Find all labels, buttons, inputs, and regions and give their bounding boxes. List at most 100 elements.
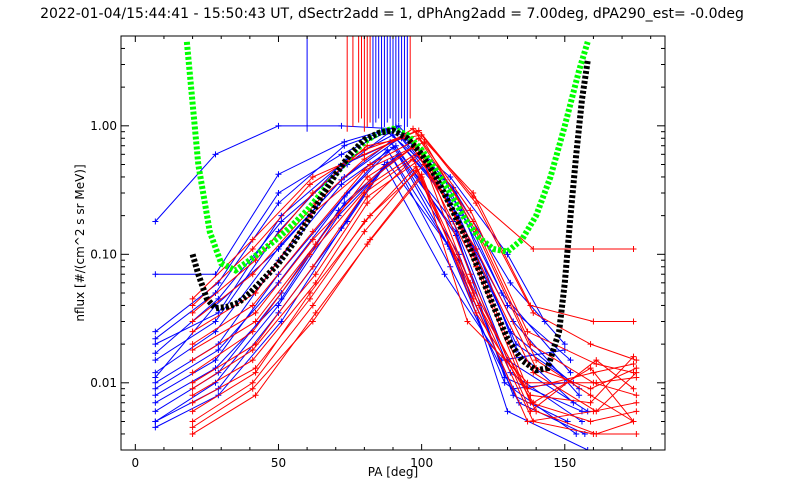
data-series: [189, 163, 640, 425]
data-point-marker: [309, 318, 316, 325]
data-point-marker: [578, 418, 585, 425]
data-point-marker: [152, 424, 159, 431]
data-point-marker: [593, 379, 600, 386]
x-tick-label: 150: [553, 456, 576, 470]
data-point-marker: [152, 357, 159, 364]
green-fit-curve: [183, 41, 591, 274]
data-point-marker: [590, 430, 597, 437]
y-tick-label: 1.00: [90, 119, 117, 133]
data-point-marker: [587, 392, 594, 399]
data-point-marker: [587, 341, 594, 348]
data-point-marker: [309, 302, 316, 309]
data-point-marker: [421, 138, 428, 145]
data-point-marker: [312, 309, 319, 316]
data-point-marker: [278, 218, 285, 225]
data-point-marker: [418, 171, 425, 178]
data-point-marker: [590, 369, 597, 376]
data-point-marker: [252, 392, 259, 399]
data-point-marker: [587, 418, 594, 425]
data-point-marker: [470, 193, 477, 200]
y-axis-label: nflux [#/(cm^2 s sr MeV)]: [73, 164, 87, 321]
data-point-marker: [367, 236, 374, 243]
data-point-marker: [573, 430, 580, 437]
data-point-marker: [390, 144, 396, 151]
data-point-marker: [189, 385, 196, 392]
data-point-marker: [249, 236, 256, 243]
data-point-marker: [410, 156, 417, 163]
data-point-marker: [361, 146, 368, 153]
data-point-marker: [361, 167, 368, 174]
data-point-marker: [441, 271, 448, 278]
data-point-marker: [309, 173, 316, 180]
data-point-marker: [524, 418, 531, 425]
black-fit-curve: [189, 60, 591, 374]
fit-layer: [183, 41, 591, 374]
data-point-marker: [587, 399, 594, 406]
data-point-marker: [212, 318, 219, 325]
x-tick-label: 100: [410, 456, 433, 470]
data-point-marker: [275, 171, 282, 178]
data-point-marker: [367, 161, 374, 168]
data-point-marker: [630, 361, 637, 368]
data-point-marker: [189, 392, 196, 399]
data-point-marker: [309, 236, 316, 243]
y-tick-label: 0.10: [90, 247, 117, 261]
data-point-marker: [530, 399, 537, 406]
data-point-marker: [215, 347, 222, 354]
y-tick-label: 0.01: [90, 376, 117, 390]
data-point-marker: [278, 295, 285, 302]
data-point-marker: [364, 200, 371, 207]
data-series: [189, 167, 637, 425]
data-point-marker: [189, 318, 196, 325]
data-point-marker: [275, 302, 282, 309]
series-line: [155, 161, 588, 450]
data-point-marker: [415, 127, 422, 134]
data-point-marker: [475, 302, 482, 309]
data-point-marker: [590, 318, 597, 325]
data-point-marker: [504, 408, 511, 415]
data-point-marker: [464, 318, 471, 325]
data-point-marker: [410, 125, 417, 132]
data-point-marker: [418, 131, 425, 138]
data-point-marker: [467, 271, 474, 278]
data-point-marker: [447, 173, 454, 180]
data-point-marker: [212, 357, 219, 364]
data-point-marker: [252, 309, 259, 316]
data-point-marker: [309, 228, 316, 235]
data-point-marker: [152, 341, 159, 348]
data-point-marker: [630, 353, 637, 360]
data-point-marker: [507, 279, 514, 286]
data-point-marker: [630, 418, 637, 425]
data-point-marker: [633, 392, 640, 399]
data-point-marker: [189, 302, 196, 309]
data-point-marker: [533, 408, 540, 415]
data-point-marker: [633, 357, 640, 364]
series-line: [155, 146, 583, 412]
data-point-marker: [533, 357, 540, 364]
data-point-marker: [567, 357, 574, 364]
data-point-marker: [189, 328, 196, 335]
data-point-marker: [152, 335, 159, 342]
data-point-marker: [361, 156, 368, 163]
data-point-marker: [338, 122, 345, 129]
data-point-marker: [593, 357, 600, 364]
series-line: [155, 131, 571, 373]
data-point-marker: [152, 418, 159, 425]
data-point-marker: [590, 245, 597, 252]
data-point-marker: [152, 350, 159, 357]
data-point-marker: [189, 408, 196, 415]
data-point-marker: [249, 271, 256, 278]
data-point-marker: [587, 365, 594, 372]
data-point-marker: [249, 347, 256, 354]
data-point-marker: [473, 245, 480, 252]
data-point-marker: [361, 228, 368, 235]
data-point-marker: [312, 241, 319, 248]
data-point-marker: [152, 218, 159, 225]
data-point-marker: [590, 408, 597, 415]
data-point-marker: [470, 218, 477, 225]
data-point-marker: [567, 369, 574, 376]
series-line: [155, 149, 577, 435]
axis-layer: 0 50 100 150 0.01 0.10 1.00: [90, 35, 665, 470]
data-point-marker: [338, 151, 345, 158]
